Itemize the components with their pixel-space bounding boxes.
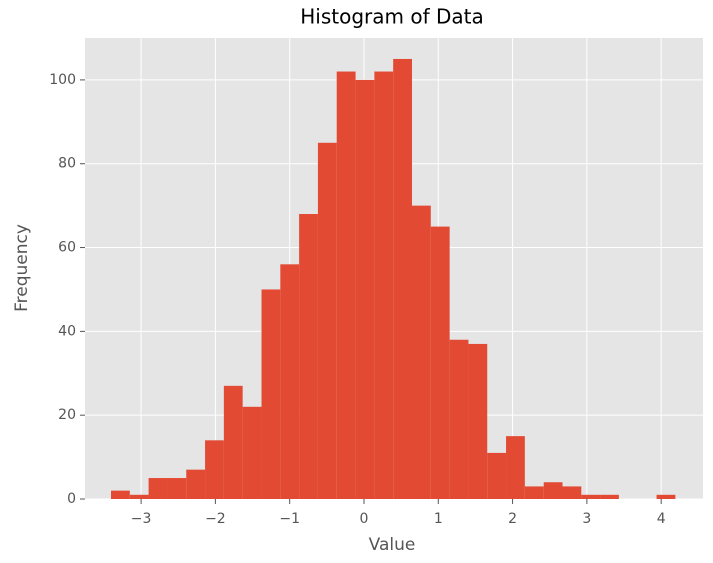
bar: [581, 494, 601, 499]
bar: [562, 486, 582, 499]
bar: [411, 205, 431, 500]
x-tick-label: 1: [434, 511, 443, 527]
x-tick-label: −2: [205, 511, 226, 527]
bar: [148, 478, 168, 499]
x-tick-label: 4: [657, 511, 666, 527]
x-axis-label: Value: [369, 535, 416, 555]
bar: [524, 486, 544, 499]
y-axis-label: Frequency: [12, 224, 32, 312]
bar: [129, 494, 149, 499]
x-tick-label: −3: [131, 511, 152, 527]
bar: [468, 343, 488, 499]
bar: [317, 142, 337, 500]
y-tick-label: 80: [58, 156, 76, 172]
bar: [506, 436, 525, 499]
bar: [355, 79, 375, 499]
bar: [223, 385, 243, 499]
bar: [111, 490, 130, 499]
bar: [186, 469, 206, 499]
bar: [393, 58, 412, 500]
bar: [336, 71, 356, 499]
y-tick-label: 100: [49, 72, 76, 88]
bar: [430, 226, 450, 499]
bar: [167, 478, 187, 499]
chart-title: Histogram of Data: [300, 5, 484, 29]
bar: [299, 214, 318, 499]
bar: [242, 406, 262, 499]
y-tick-label: 20: [58, 407, 76, 423]
y-tick-label: 40: [58, 323, 76, 339]
bar: [449, 339, 469, 499]
x-tick-label: 2: [508, 511, 517, 527]
y-tick-label: 60: [58, 240, 76, 256]
bar: [280, 264, 300, 499]
bar: [261, 289, 281, 499]
bar: [374, 71, 394, 499]
bar: [656, 494, 676, 499]
x-tick-label: 3: [582, 511, 591, 527]
x-tick-label: −1: [279, 511, 300, 527]
bar: [487, 452, 507, 499]
bar: [543, 482, 563, 499]
bar: [600, 494, 619, 499]
bar: [205, 440, 224, 499]
y-tick-label: 0: [67, 491, 76, 507]
x-tick-label: 0: [360, 511, 369, 527]
